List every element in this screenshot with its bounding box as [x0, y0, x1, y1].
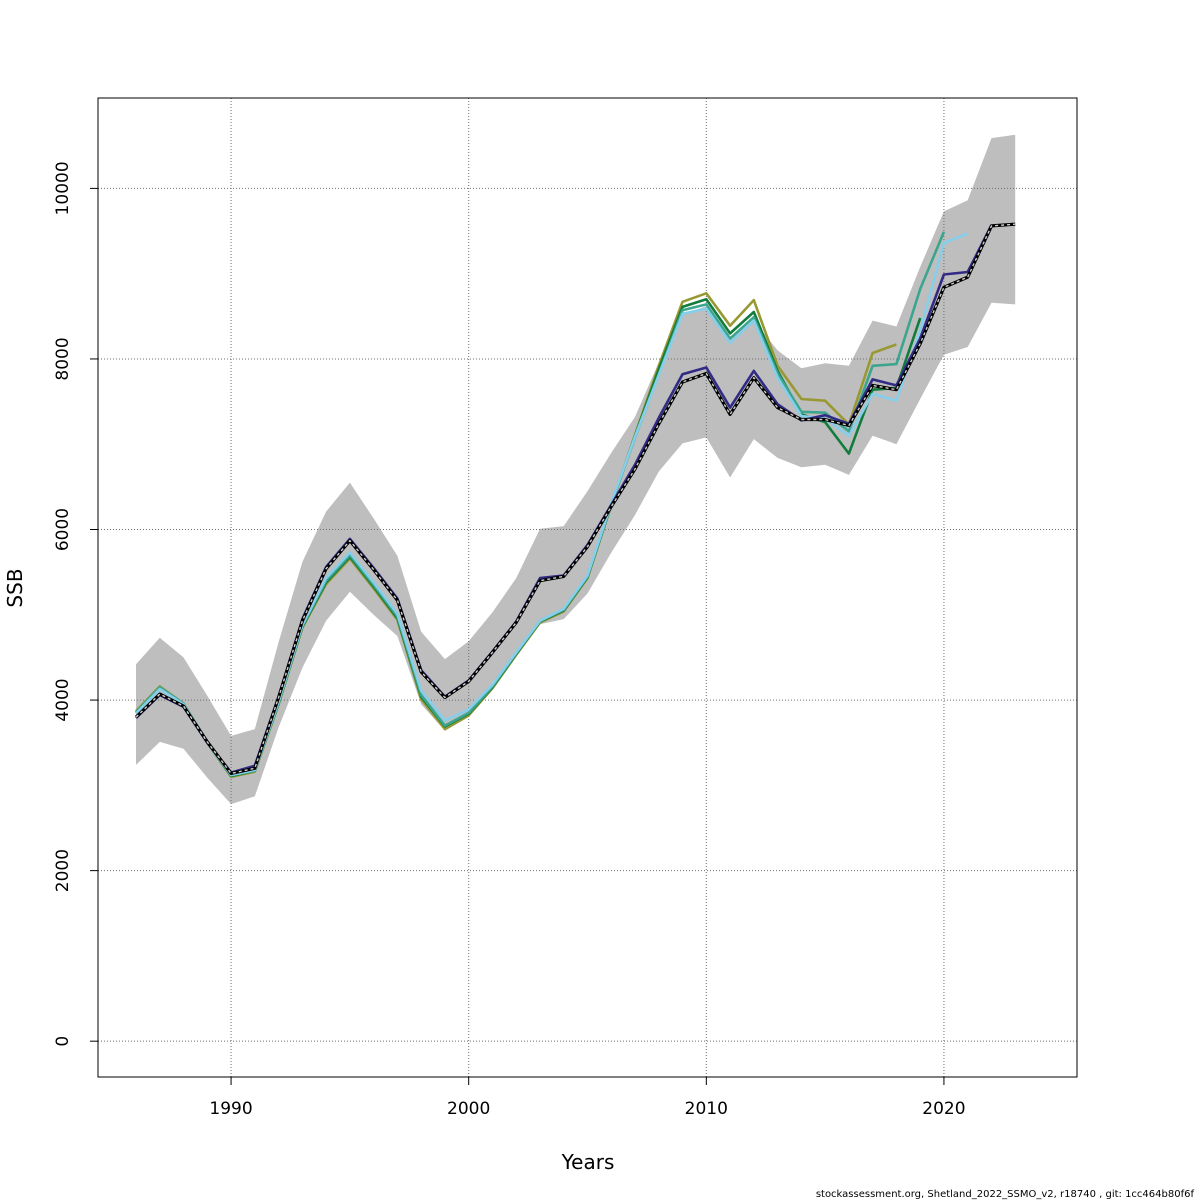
plot-box [97, 97, 1078, 1078]
x-tick-label: 2020 [922, 1099, 965, 1119]
y-tick-label: 10000 [53, 161, 73, 215]
confidence-band [136, 134, 1016, 805]
grid-layer [98, 98, 1077, 1077]
x-tick-label: 1990 [209, 1099, 252, 1119]
y-tick-label: 6000 [53, 508, 73, 551]
x-tick-label: 2010 [685, 1099, 728, 1119]
axis-layer: 1990 2000 2010 2020 0 2000 4000 6000 8000 10000 [53, 161, 966, 1119]
series-line [135, 223, 1016, 775]
y-axis-title: SSB [3, 568, 27, 607]
x-axis-title: Years [561, 1150, 615, 1174]
y-tick-label: 4000 [53, 678, 73, 721]
footer-credit: stockassessment.org, Shetland_2022_SSMO_… [816, 1189, 1195, 1200]
y-tick-label: 2000 [53, 849, 73, 892]
y-tick-label: 8000 [53, 337, 73, 380]
x-tick-label: 2000 [447, 1099, 490, 1119]
confidence-band-layer [136, 134, 1016, 805]
series-layer [134, 222, 1016, 779]
y-tick-label: 0 [53, 1036, 73, 1047]
